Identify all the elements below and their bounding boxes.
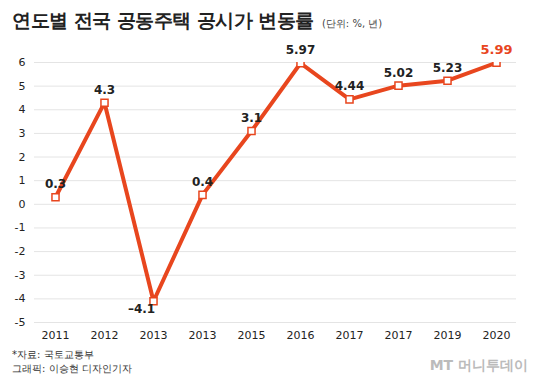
svg-text:-4: -4	[15, 292, 26, 305]
svg-text:2013: 2013	[140, 329, 168, 342]
html-text:MT 머니투데이: MT 머니투데이	[429, 357, 528, 373]
svg-text:2015: 2015	[238, 329, 266, 342]
svg-text:3: 3	[19, 127, 26, 140]
svg-text:5.97: 5.97	[286, 43, 316, 57]
svg-text:4.3: 4.3	[94, 83, 115, 97]
svg-text:2013: 2013	[189, 329, 217, 342]
svg-text:2019: 2019	[434, 329, 462, 342]
svg-text:5.02: 5.02	[384, 66, 414, 80]
svg-text:1: 1	[19, 174, 26, 187]
svg-text:4: 4	[19, 103, 26, 116]
svg-text:5: 5	[19, 80, 26, 93]
svg-text:0.4: 0.4	[192, 175, 213, 189]
svg-text:2016: 2016	[287, 329, 315, 342]
svg-text:4.44: 4.44	[335, 79, 365, 93]
svg-text:-5: -5	[15, 316, 26, 329]
svg-text:0: 0	[19, 198, 26, 211]
svg-text:2: 2	[19, 151, 26, 164]
html-text:연도별 전국 공동주택 공시가 변동률: 연도별 전국 공동주택 공시가 변동률	[12, 9, 314, 31]
svg-text:5.23: 5.23	[433, 61, 463, 75]
svg-text:3.1: 3.1	[241, 111, 262, 125]
html-text:그래픽: 이승현 디자인기자: 그래픽: 이승현 디자인기자	[12, 363, 132, 374]
svg-text:5.99: 5.99	[480, 42, 512, 57]
svg-text:6: 6	[19, 56, 26, 69]
svg-text:-1: -1	[15, 221, 26, 234]
html-text:*자료: 국토교통부: *자료: 국토교통부	[12, 349, 94, 360]
svg-text:2012: 2012	[91, 329, 119, 342]
svg-text:–4.1: –4.1	[128, 302, 155, 316]
svg-text:0.3: 0.3	[45, 177, 66, 191]
html-text:(단위: %, 년): (단위: %, 년)	[322, 18, 383, 29]
svg-text:2020: 2020	[483, 329, 511, 342]
svg-text:2017: 2017	[385, 329, 413, 342]
svg-text:2011: 2011	[42, 329, 70, 342]
svg-text:-2: -2	[15, 245, 26, 258]
svg-text:2017: 2017	[336, 329, 364, 342]
svg-text:-3: -3	[15, 269, 26, 282]
